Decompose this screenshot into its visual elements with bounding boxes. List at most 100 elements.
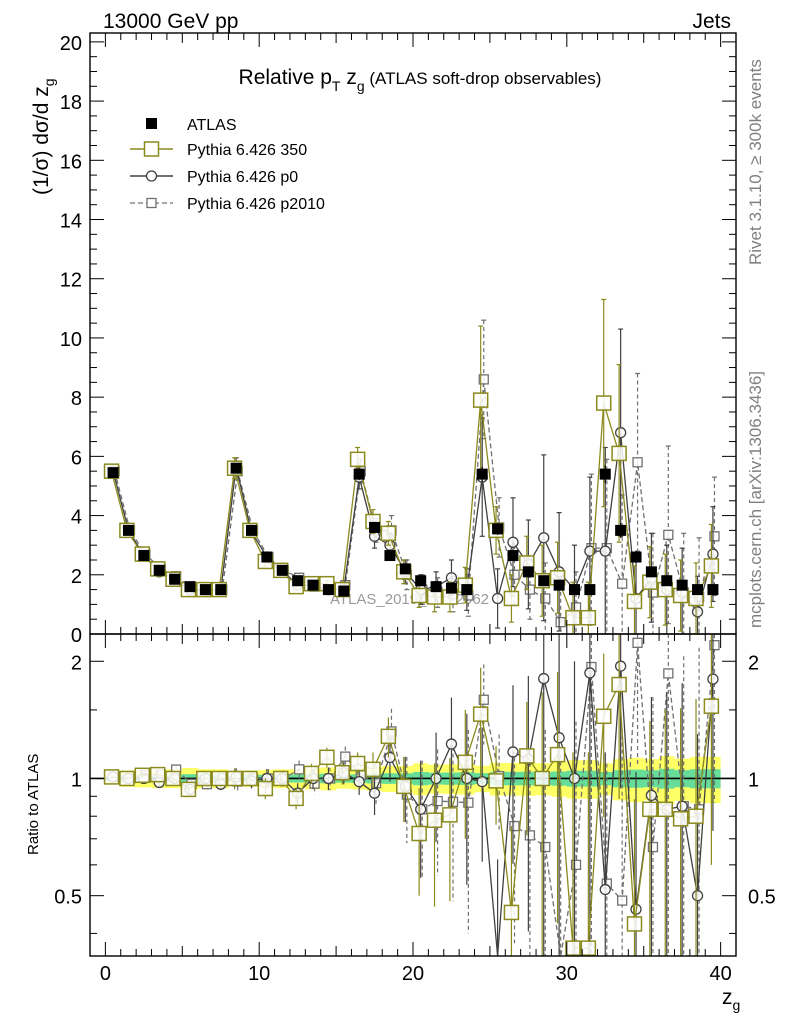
series-atlas <box>107 462 719 597</box>
ratio-point-p350 <box>672 811 689 827</box>
ratio-line-p0 <box>113 666 714 957</box>
point-atlas <box>661 575 673 587</box>
point-p350 <box>595 395 612 411</box>
ratio-point-p2010 <box>509 820 520 832</box>
ratio-point-p350 <box>688 808 704 824</box>
point-p0 <box>707 548 719 560</box>
point-atlas <box>507 550 519 562</box>
header-right: Jets <box>692 10 731 33</box>
point-p0 <box>507 536 519 548</box>
ratio-point-p350 <box>611 676 627 693</box>
point-atlas <box>138 550 150 562</box>
ratio-point-p350 <box>626 916 643 932</box>
point-atlas <box>615 524 627 536</box>
point-p0 <box>445 572 458 584</box>
main-y-tick-label: 6 <box>71 447 82 469</box>
legend-marker-p2010 <box>146 197 157 209</box>
ratio-point-p350 <box>488 773 504 789</box>
ratio-point-p2010 <box>663 668 674 679</box>
ratio-point-p0 <box>707 673 719 685</box>
ratio-point-p2010 <box>432 795 443 807</box>
legend-label-p0: Pythia 6.426 p0 <box>187 169 298 186</box>
point-p350 <box>626 593 643 610</box>
ratio-point-p0 <box>584 667 596 679</box>
main-y-label: (1/σ) dσ/d zg <box>30 78 57 195</box>
point-atlas <box>246 524 257 536</box>
point-atlas <box>369 521 381 533</box>
point-atlas <box>338 585 350 597</box>
ratio-y-label: Ratio to ATLAS <box>25 754 42 855</box>
ratio-y-tick-label-right: 1 <box>748 769 759 791</box>
legend-marker-atlas <box>146 118 157 129</box>
ratio-plot-frame <box>89 633 737 957</box>
point-atlas <box>384 550 396 562</box>
ratio-point-p350 <box>349 755 366 772</box>
legend-label-p350: Pythia 6.426 350 <box>187 142 307 159</box>
point-atlas <box>107 467 119 479</box>
point-atlas <box>430 581 442 593</box>
point-atlas <box>215 584 227 596</box>
point-atlas <box>153 564 165 576</box>
point-p2010 <box>617 578 628 589</box>
point-atlas <box>445 582 457 594</box>
ratio-point-p350 <box>119 770 135 787</box>
point-p0 <box>538 532 550 544</box>
main-y-tick-label: 8 <box>71 388 82 410</box>
ratio-point-p350 <box>503 904 520 921</box>
main-y-tick-label: 20 <box>60 33 82 55</box>
ratio-point-p2010 <box>647 841 659 853</box>
point-atlas <box>292 575 304 587</box>
x-tick-label: 10 <box>248 963 270 985</box>
point-atlas <box>553 579 565 591</box>
main-y-tick-label: 16 <box>60 151 82 173</box>
ratio-point-p350 <box>565 940 581 956</box>
rivet-label: Rivet 3.1.10, ≥ 300k events <box>746 59 765 265</box>
ratio-point-p350 <box>472 706 489 722</box>
ratio-point-p350 <box>380 728 397 745</box>
point-p2010 <box>632 457 643 468</box>
point-p350 <box>611 445 627 462</box>
main-y-tick-label: 0 <box>71 625 82 647</box>
point-atlas <box>522 566 534 578</box>
point-p0 <box>691 606 704 618</box>
ratio-point-p0 <box>645 789 658 802</box>
main-series-layer <box>103 298 720 635</box>
ratio-point-p350 <box>257 780 274 797</box>
ratio-y-tick-label-right: 2 <box>748 652 759 674</box>
x-axis-label: zg <box>722 986 740 1013</box>
ratio-point-p2010 <box>370 778 382 789</box>
ratio-point-p350 <box>426 812 443 828</box>
legend-marker-p0 <box>145 170 158 182</box>
point-p350 <box>503 590 520 607</box>
ratio-point-p0 <box>353 775 365 788</box>
point-p350 <box>580 609 597 626</box>
main-y-tick-label: 10 <box>60 329 82 351</box>
point-atlas <box>399 563 411 575</box>
point-atlas <box>599 468 611 480</box>
x-tick-label: 0 <box>100 963 111 985</box>
ratio-point-p0 <box>445 738 458 750</box>
ratio-y-tick-label: 1 <box>71 769 82 791</box>
ratio-point-p350 <box>442 807 458 823</box>
point-p350 <box>349 451 366 468</box>
ratio-point-p350 <box>365 761 381 778</box>
ratio-point-p350 <box>242 770 258 787</box>
legend: ATLAS Pythia 6.426 350 Pythia 6.426 p0 P… <box>130 117 325 213</box>
ratio-series-p350 <box>103 634 720 956</box>
ratio-point-p0 <box>538 672 550 685</box>
point-atlas <box>630 551 642 563</box>
ratio-point-p0 <box>614 660 627 672</box>
plot-title: Relative pT zg (ATLAS soft-drop observab… <box>239 66 602 94</box>
ratio-line-p350 <box>111 681 713 949</box>
ratio-point-p2010 <box>570 859 582 871</box>
point-atlas <box>199 584 211 596</box>
ratio-point-p2010 <box>632 637 643 648</box>
ratio-point-p350 <box>303 765 320 782</box>
point-p2010 <box>663 529 674 540</box>
ratio-point-p350 <box>211 770 227 787</box>
ratio-y-tick-label: 2 <box>71 652 82 674</box>
ratio-point-p350 <box>519 748 535 764</box>
ratio-point-p0 <box>676 800 688 812</box>
